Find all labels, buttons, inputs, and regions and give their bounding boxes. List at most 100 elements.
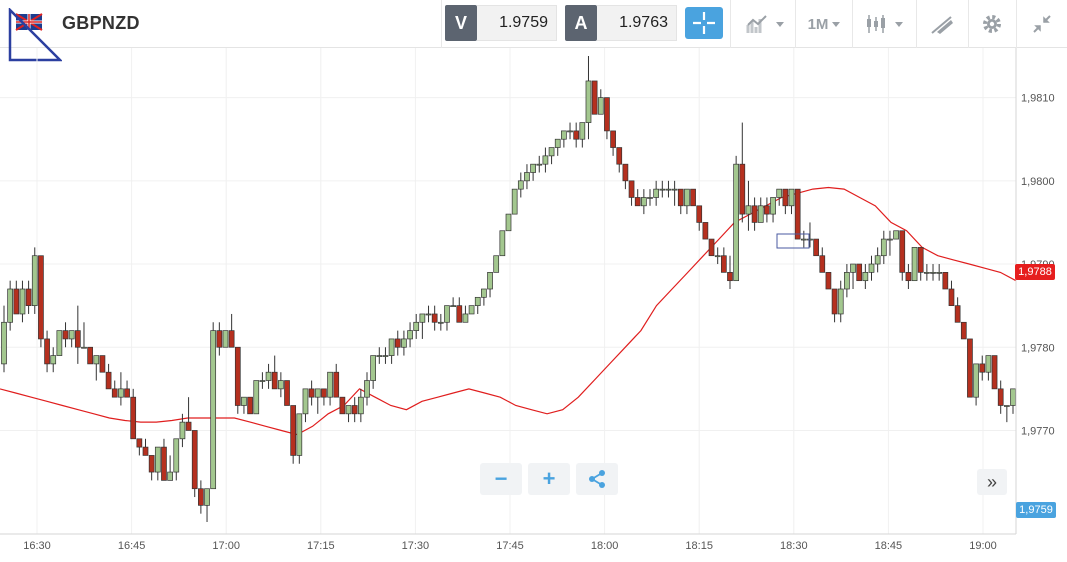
candle-body [745,205,752,215]
flag-icon[interactable] [8,8,62,62]
candle-body [960,321,967,340]
candle [868,255,875,281]
candle [216,322,223,356]
crosshair-icon [693,12,715,34]
candle [394,330,401,356]
candle [671,180,678,206]
candle-body [604,97,610,132]
bid-quote[interactable]: V 1.9759 [445,4,557,42]
candle [357,388,364,423]
indicator-button[interactable] [858,4,910,44]
candle-body [271,371,278,390]
candle-body [567,130,573,133]
current-price-tag: 1,9759 [1016,502,1056,518]
zoom-in-button[interactable]: + [528,463,570,495]
candle [917,247,924,281]
candle [142,438,149,456]
candle-body [542,155,549,165]
candle-body [825,272,832,290]
y-tick-label: 1,9810 [1021,93,1055,105]
candle-body [173,438,180,473]
candle [493,255,500,273]
y-tick-label: 1,9780 [1021,342,1055,354]
y-tick-label: 1,9770 [1021,425,1055,437]
candle [641,189,647,215]
candle-body [19,288,26,315]
candle [228,313,235,348]
candle-body [241,396,247,406]
chart-type-button[interactable] [740,4,790,44]
candle-body [505,213,512,232]
candle-body [161,446,167,481]
candle-body [142,446,149,456]
ask-quote[interactable]: A 1.9763 [565,4,677,42]
candle [191,430,198,498]
zoom-out-button[interactable]: − [480,463,522,495]
candle-body [124,388,130,398]
candle-body [561,130,567,140]
candle-body [948,288,955,306]
candle-body [905,272,912,282]
candle-body [284,380,290,406]
collapse-button[interactable] [1022,4,1062,44]
candle-body [794,188,801,240]
moving-average-line [0,186,1017,436]
share-button[interactable] [576,463,618,495]
candle [444,305,450,331]
candle-body [776,188,783,198]
candle [591,80,598,115]
candle-body [481,288,487,298]
candle-body [38,255,44,340]
x-tick-label: 17:45 [496,540,524,552]
candle-body [425,313,432,316]
candle [413,313,420,339]
candle-body [253,380,260,415]
candle-body [210,330,217,490]
candle-body [659,188,666,191]
candle [401,330,407,356]
candle-body [31,255,38,306]
candle [524,164,530,190]
candle [677,188,684,215]
settings-button[interactable] [974,4,1010,44]
candle [419,313,426,339]
crosshair-button[interactable] [685,7,723,39]
candle [351,397,358,423]
candle-body [308,388,315,398]
price-chart[interactable]: 16:30 16:45 17:00 17:15 17:30 17:45 18:00 18:15… [0,48,1067,562]
candle-body [807,238,813,241]
y-tick-label: 1,9800 [1021,176,1055,188]
candle-body [800,238,807,241]
candle-body [677,188,684,207]
candle [794,188,801,240]
candle [837,280,844,323]
candle [222,330,229,348]
candle-body [333,371,340,398]
symbol-title: GBPNZD [62,13,140,33]
candle-body [228,330,235,348]
candle-body [930,272,936,274]
candle-body [222,330,229,348]
drawing-button[interactable] [922,4,962,44]
candle-body [87,346,93,365]
candle-body [911,247,918,282]
candle-body [524,172,530,182]
candle [1003,405,1010,423]
candle [911,247,918,282]
x-tick-label: 18:15 [685,540,713,552]
scroll-right-button[interactable]: » [977,469,1007,495]
candle-body [874,255,881,265]
candle [554,138,561,156]
candle [327,371,333,406]
gear-icon [983,15,1001,33]
candle-body [179,421,186,440]
timeframe-button[interactable]: 1M [800,4,848,44]
candle-body [647,197,653,199]
candle-body [770,197,776,215]
candle-body [191,430,198,490]
candle-body [351,405,358,415]
candle [720,247,727,273]
candle-body [751,205,758,223]
candle-body [290,405,297,456]
candle [530,163,536,181]
